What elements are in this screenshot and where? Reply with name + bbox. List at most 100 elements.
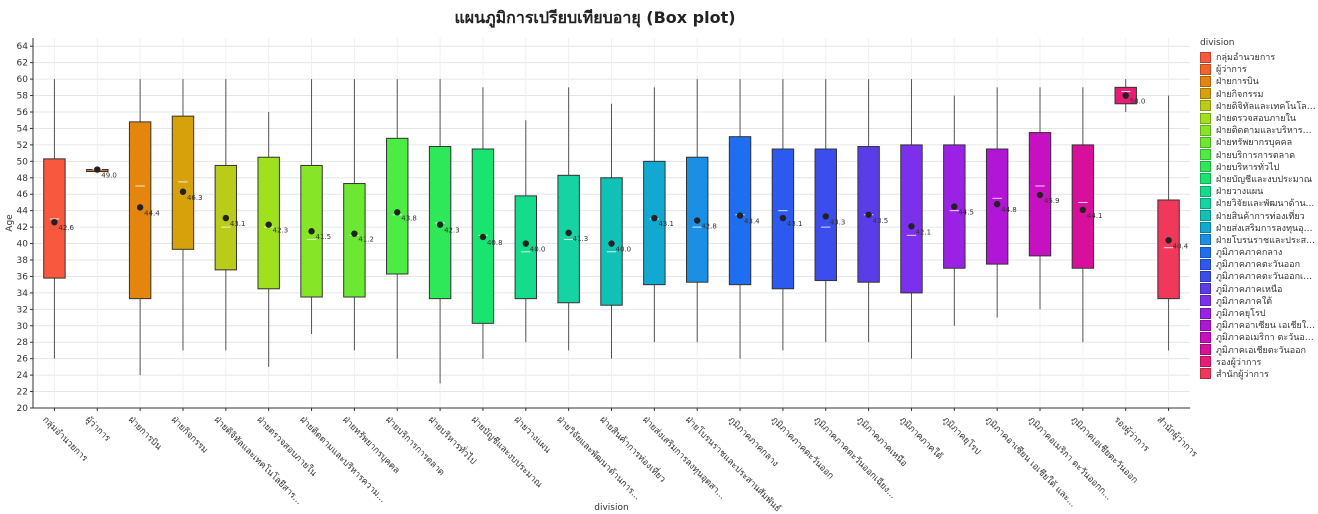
box-body	[514, 195, 538, 300]
legend-item: ภูมิภาคภาคตะวันออกเฉ...	[1200, 270, 1316, 282]
mean-label: 45.9	[1044, 197, 1060, 205]
x-tick-label: ภูมิภาคยุโรป	[940, 414, 983, 457]
mean-point	[51, 218, 58, 226]
mean-point	[522, 240, 529, 247]
mean-label: 58.0	[1130, 98, 1146, 106]
mean-label: 44.1	[1087, 212, 1103, 220]
x-axis-label: division	[594, 503, 628, 513]
legend-swatch	[1200, 112, 1211, 124]
mean-label: 43.1	[658, 220, 674, 228]
y-tick-label: 32	[17, 305, 28, 315]
mean-point	[1036, 191, 1044, 199]
legend-swatch	[1200, 356, 1211, 368]
box-body	[343, 183, 366, 298]
box-body	[900, 144, 923, 294]
legend-swatch	[1200, 161, 1211, 173]
box-body	[1157, 199, 1180, 300]
legend-item: ฝ่ายติดตามและบริหารค...	[1200, 124, 1316, 136]
legend-item: สำนักผู้ว่าการ	[1200, 368, 1316, 380]
legend-swatch	[1200, 283, 1211, 295]
mean-point	[993, 200, 1001, 208]
y-tick-label: 24	[17, 371, 29, 381]
mean-label: 44.4	[144, 209, 160, 217]
legend-swatch	[1200, 124, 1211, 136]
y-tick-label: 58	[17, 92, 29, 102]
legend-swatch	[1200, 51, 1211, 63]
legend-item: ฝ่ายดิจิทัลและเทคโนโลยี...	[1200, 100, 1316, 112]
legend-swatch	[1200, 234, 1211, 246]
legend-item: ฝ่ายตรวจสอบภายใน	[1200, 112, 1316, 124]
legend-swatch	[1200, 222, 1211, 234]
legend-item: ภูมิภาคอาเซียน เอเชียใต้...	[1200, 319, 1316, 331]
mean-label: 42.3	[273, 227, 289, 235]
mean-label: 42.8	[701, 223, 717, 231]
mean-point	[822, 213, 829, 220]
mean-point	[736, 212, 744, 219]
mean-label: 41.5	[316, 233, 332, 241]
legend-swatch	[1200, 368, 1211, 380]
y-tick-label: 46	[17, 190, 29, 200]
legend-swatch	[1200, 258, 1211, 270]
legend-item: ภูมิภาคภาคกลาง	[1200, 246, 1316, 258]
legend-label: สำนักผู้ว่าการ	[1216, 369, 1269, 380]
y-tick-label: 48	[17, 174, 29, 184]
mean-label: 42.6	[58, 224, 74, 232]
mean-point	[694, 217, 701, 224]
y-tick-label: 54	[17, 124, 29, 134]
x-tick-label: รองผู้ว่าการ	[1112, 414, 1152, 454]
legend-item: ภูมิภาคอเมริกา ตะวันออ...	[1200, 331, 1316, 343]
box-body	[171, 115, 195, 250]
box-body	[386, 137, 409, 275]
y-tick-label: 60	[17, 75, 29, 85]
mean-label: 41.3	[573, 235, 589, 243]
legend-item: ฝ่ายบริการการตลาด	[1200, 149, 1316, 161]
mean-label: 44.8	[1001, 206, 1017, 214]
legend-item: ภูมิภาคเอเชียตะวันออก	[1200, 344, 1316, 356]
legend-item: กลุ่มอำนวยการ	[1200, 51, 1316, 63]
legend-title: division	[1200, 38, 1235, 48]
legend-item: ฝ่ายวิจัยและพัฒนาด้าน...	[1200, 197, 1316, 209]
x-tick-label: ฝ่ายบัญชีและงบประมาณ	[469, 414, 545, 490]
y-tick-label: 40	[17, 240, 29, 250]
legend-item: ภูมิภาคภาคตะวันออก	[1200, 258, 1316, 270]
mean-label: 42.3	[444, 227, 460, 235]
legend-item: ฝ่ายบัญชีและงบประมาณ	[1200, 173, 1316, 185]
mean-label: 40.8	[487, 239, 503, 247]
mean-label: 43.4	[744, 218, 760, 226]
legend-item: ฝ่ายการบิน	[1200, 75, 1316, 87]
x-tick-label: สำนักผู้ว่าการ	[1154, 414, 1199, 459]
x-tick-label: ฝ่ายกิจกรรม	[169, 414, 210, 455]
mean-point	[1079, 206, 1087, 214]
mean-point	[779, 214, 787, 222]
legend-item: ฝ่ายสินค้าการท่องเที่ยว	[1200, 209, 1316, 222]
x-tick-label: ภูมิภาคภาคตะวันออกเฉียง...	[812, 414, 899, 501]
legend-swatch	[1200, 210, 1211, 222]
y-tick-label: 52	[17, 141, 28, 151]
legend-swatch	[1200, 319, 1211, 331]
mean-point	[865, 211, 872, 218]
mean-point	[222, 214, 230, 222]
legend-swatch	[1200, 100, 1211, 112]
legend-item: ภูมิภาคภาคใต้	[1200, 295, 1316, 307]
mean-label: 40.0	[530, 246, 546, 254]
y-tick-label: 56	[17, 108, 29, 118]
legend-swatch	[1200, 197, 1211, 209]
legend-swatch	[1200, 185, 1211, 197]
y-tick-label: 62	[17, 59, 28, 69]
mean-point	[1122, 92, 1129, 99]
mean-label: 40.0	[616, 246, 632, 254]
y-tick-label: 22	[17, 388, 28, 398]
mean-label: 49.0	[101, 172, 117, 180]
mean-point	[136, 204, 144, 211]
legend-item: ผู้ว่าการ	[1200, 63, 1316, 75]
mean-label: 42.1	[915, 228, 931, 236]
mean-point	[265, 221, 272, 228]
x-tick-label: ภูมิภาคอาเซียน เอเชียใต้ และ...	[983, 414, 1078, 509]
x-tick-label: ภูมิภาคอเมริกา ตะวันออกก...	[1026, 414, 1114, 502]
y-tick-label: 38	[17, 256, 29, 266]
mean-label: 40.4	[1173, 242, 1189, 250]
y-tick-label: 64	[17, 42, 29, 52]
legend-swatch	[1200, 344, 1211, 356]
x-tick-label: ฝ่ายดิจิทัลและเทคโนโลยีสาร...	[212, 414, 305, 507]
